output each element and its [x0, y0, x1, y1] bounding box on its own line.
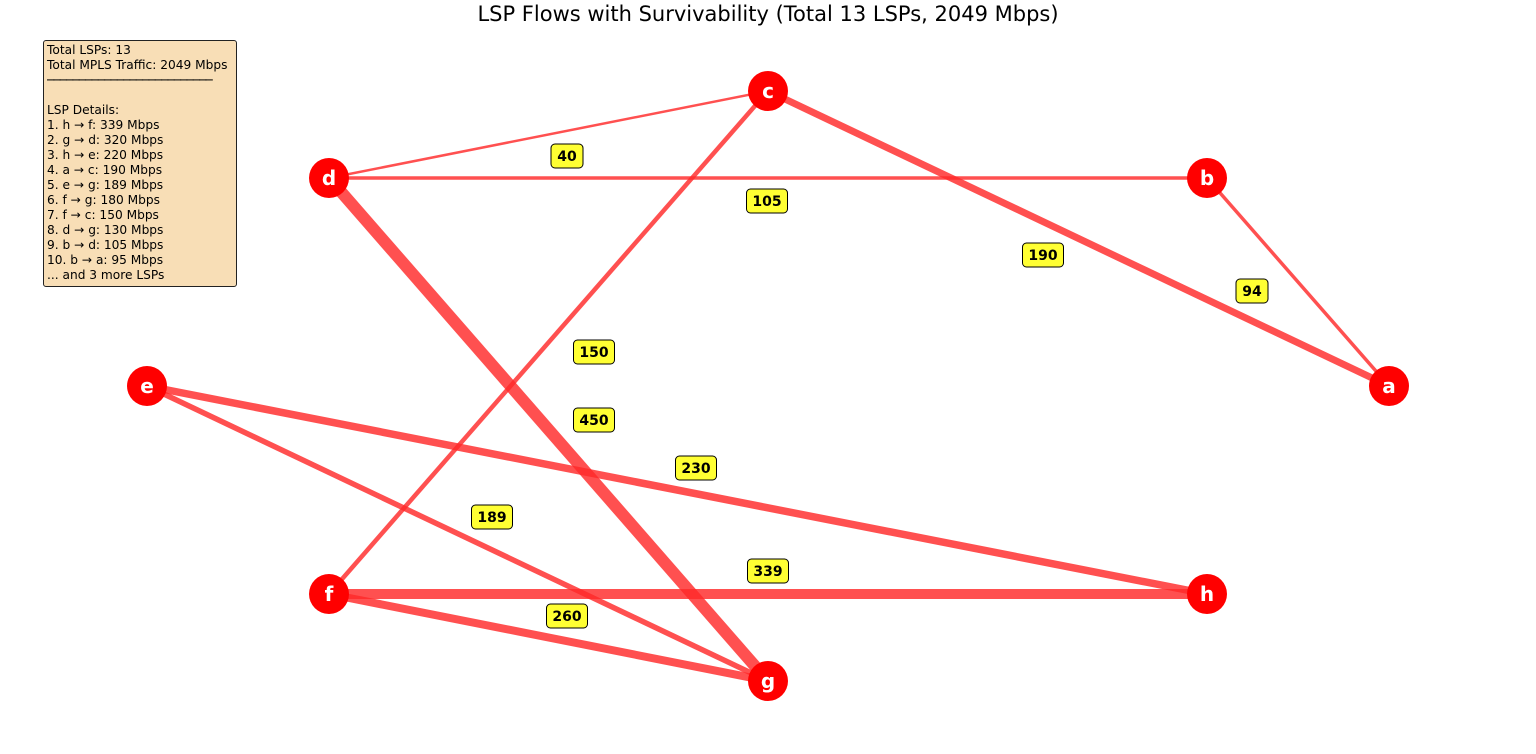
edge-label-text: 339 — [753, 564, 782, 580]
edge-label-e-g: 189 — [471, 504, 513, 530]
edge-label-e-h: 230 — [675, 455, 717, 481]
edge-label-c-d: 40 — [550, 143, 584, 169]
edge-labels-layer: 40 105 190 94 150 450 230 189 339 260 — [471, 143, 1269, 629]
nodes-layer: a b c d e f g h — [127, 71, 1409, 701]
node-g: g — [748, 661, 788, 701]
edge-label-box — [546, 603, 588, 629]
edge-label-box — [675, 455, 717, 481]
edge-label-box — [746, 188, 788, 214]
node-label: d — [322, 166, 336, 190]
node-h: h — [1187, 574, 1227, 614]
info-line: ... and 3 more LSPs — [47, 268, 165, 282]
edge-c-d — [328, 89, 769, 180]
info-line: 9. b → d: 105 Mbps — [47, 238, 164, 252]
node-a: a — [1369, 366, 1409, 406]
edge-b-a — [1205, 176, 1391, 388]
info-line: 2. g → d: 320 Mbps — [47, 133, 164, 147]
edge-label-box — [573, 339, 615, 365]
node-circle — [127, 366, 167, 406]
node-c: c — [748, 71, 788, 111]
edge-f-g — [328, 590, 769, 685]
edge-label-text: 189 — [477, 510, 506, 526]
info-line: 10. b → a: 95 Mbps — [47, 253, 164, 267]
edge-label-text: 40 — [557, 149, 577, 165]
edge-label-box — [1235, 278, 1269, 304]
edge-label-text: 230 — [681, 461, 710, 477]
lsp-info-box: Total LSPs: 13 Total MPLS Traffic: 2049 M… — [43, 40, 237, 287]
node-label: h — [1200, 582, 1214, 606]
edge-label-text: 260 — [552, 609, 581, 625]
node-f: f — [309, 574, 349, 614]
edge-label-d-b: 105 — [746, 188, 788, 214]
node-label: a — [1382, 374, 1396, 398]
node-b: b — [1187, 158, 1227, 198]
edge-label-text: 105 — [752, 194, 781, 210]
node-circle — [309, 158, 349, 198]
node-label: g — [761, 669, 775, 693]
node-circle — [1369, 366, 1409, 406]
info-line: Total LSPs: 13 — [47, 43, 131, 57]
info-line: 7. f → c: 150 Mbps — [47, 208, 159, 222]
edge-label-box — [471, 504, 513, 530]
edge-label-d-g: 450 — [573, 407, 615, 433]
edge-label-box — [747, 558, 789, 584]
edge-label-b-a: 94 — [1235, 278, 1269, 304]
edge-label-text: 190 — [1028, 248, 1057, 264]
edge-c-f — [327, 89, 770, 596]
edge-label-box — [550, 143, 584, 169]
node-circle — [1187, 158, 1227, 198]
node-circle — [1187, 574, 1227, 614]
node-label: c — [762, 79, 774, 103]
node-circle — [748, 661, 788, 701]
edge-label-text: 450 — [579, 413, 608, 429]
edges-layer — [145, 87, 1391, 685]
edge-e-h — [146, 382, 1208, 598]
edge-label-f-h: 339 — [747, 558, 789, 584]
node-circle — [748, 71, 788, 111]
node-label: b — [1200, 166, 1214, 190]
edge-label-c-a: 190 — [1022, 242, 1064, 268]
edge-label-box — [1022, 242, 1064, 268]
info-line: LSP Details: — [47, 103, 120, 117]
node-circle — [309, 574, 349, 614]
info-line: 6. f → g: 180 Mbps — [47, 193, 160, 207]
info-line: 3. h → e: 220 Mbps — [47, 148, 164, 162]
info-line: 8. d → g: 130 Mbps — [47, 223, 164, 237]
node-label: e — [140, 374, 154, 398]
diagram-title: LSP Flows with Survivability (Total 13 L… — [477, 2, 1059, 26]
info-line: ────────────────────────── — [47, 73, 213, 87]
edge-label-box — [573, 407, 615, 433]
edge-c-a — [766, 87, 1391, 390]
node-label: f — [325, 582, 334, 606]
info-line: 4. a → c: 190 Mbps — [47, 163, 163, 177]
edge-label-text: 94 — [1242, 284, 1262, 300]
edge-label-f-g: 260 — [546, 603, 588, 629]
node-e: e — [127, 366, 167, 406]
edge-label-text: 150 — [579, 345, 608, 361]
edge-e-g — [145, 383, 770, 684]
info-line: 1. h → f: 339 Mbps — [47, 118, 160, 132]
info-line: Total MPLS Traffic: 2049 Mbps — [47, 58, 228, 72]
node-d: d — [309, 158, 349, 198]
edge-label-c-f: 150 — [573, 339, 615, 365]
info-line: 5. e → g: 189 Mbps — [47, 178, 164, 192]
